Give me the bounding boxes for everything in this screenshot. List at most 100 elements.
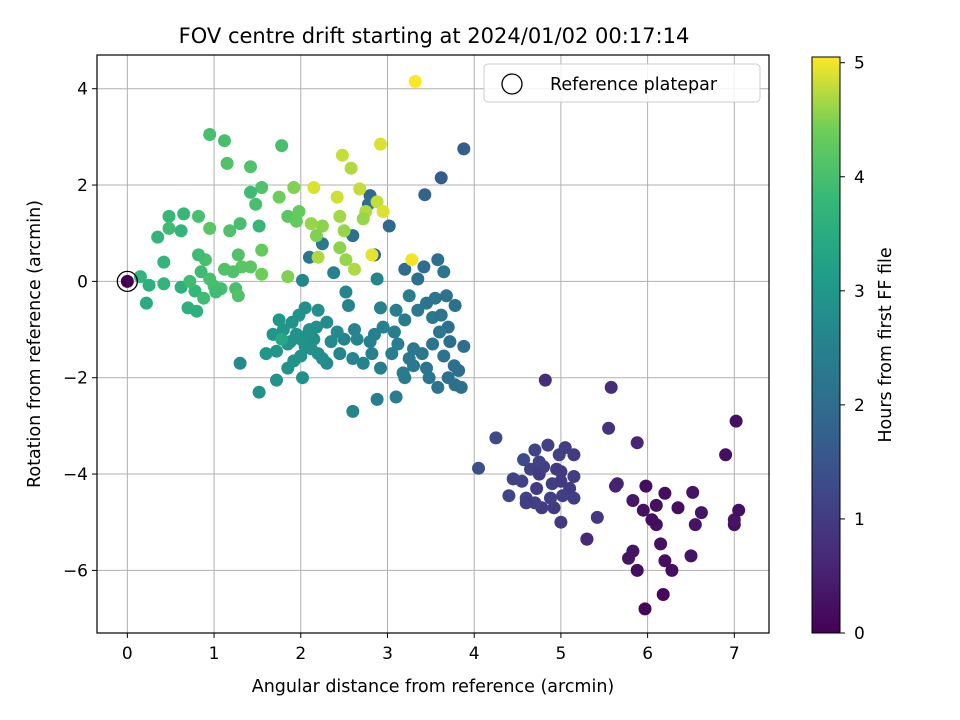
legend-entry-reference-platepar: Reference platepar (550, 75, 718, 95)
data-point (203, 128, 217, 141)
data-point (255, 243, 269, 257)
data-point (333, 347, 347, 361)
data-point (275, 332, 289, 346)
x-tick-label: 3 (382, 644, 393, 664)
data-point (289, 214, 303, 228)
data-point (333, 241, 347, 255)
data-point (630, 563, 644, 577)
data-point (434, 308, 448, 322)
data-point (610, 477, 624, 491)
data-point (311, 303, 325, 317)
data-point (209, 285, 223, 299)
data-point (255, 267, 269, 281)
colorbar-tick-label: 3 (854, 282, 865, 302)
data-point (183, 274, 197, 288)
data-point (374, 361, 387, 375)
data-point (342, 299, 355, 312)
data-point (407, 342, 420, 356)
data-point (665, 563, 679, 577)
data-point (270, 373, 283, 387)
colorbar-gradient (811, 56, 841, 634)
data-point (448, 299, 462, 312)
data-point (567, 448, 581, 462)
data-point (151, 230, 165, 244)
colorbar-tick-label: 0 (854, 624, 865, 644)
data-point (157, 255, 171, 269)
colorbar-label: Hours from first FF file (876, 247, 896, 442)
y-axis-label: Rotation from reference (arcmin) (25, 200, 45, 488)
x-tick-label: 2 (295, 644, 306, 664)
data-point (320, 315, 334, 329)
data-point (426, 337, 440, 351)
data-point (532, 455, 546, 469)
y-axis-ticks: −6 −4 −2 0 2 4 (63, 80, 97, 581)
data-point (370, 272, 384, 286)
data-point (192, 248, 205, 262)
data-point (408, 75, 422, 88)
data-point (385, 347, 399, 361)
data-point (292, 308, 306, 322)
data-point (554, 465, 568, 479)
data-point (344, 161, 358, 175)
data-point (365, 248, 379, 262)
data-point (188, 284, 202, 298)
data-point (428, 291, 442, 305)
x-tick-label: 0 (122, 644, 133, 664)
data-point (417, 260, 431, 274)
data-point (287, 354, 301, 368)
data-point (233, 356, 247, 370)
legend: Reference platepar (483, 63, 761, 103)
data-point (270, 344, 283, 358)
data-point (517, 453, 531, 467)
data-point (333, 209, 347, 223)
data-point (370, 392, 384, 406)
x-tick-label: 5 (555, 644, 566, 664)
data-point (231, 248, 245, 262)
data-point (339, 285, 353, 299)
y-tick-label: −6 (63, 561, 88, 581)
data-point (346, 352, 360, 365)
data-point (223, 224, 237, 238)
data-point (658, 486, 672, 500)
data-point (287, 181, 301, 194)
x-tick-label: 4 (469, 644, 480, 664)
data-point (353, 182, 367, 196)
y-tick-label: 4 (77, 80, 88, 100)
data-point (530, 482, 544, 495)
data-point (335, 148, 349, 162)
data-point (626, 494, 640, 507)
data-point (374, 301, 387, 315)
data-point (203, 221, 217, 235)
data-point (502, 489, 516, 503)
data-point (296, 371, 309, 385)
x-tick-label: 7 (729, 644, 740, 664)
data-point (630, 436, 644, 450)
data-point (457, 142, 471, 156)
data-point (457, 339, 471, 353)
data-point (389, 303, 403, 317)
data-point (437, 349, 451, 363)
data-point (567, 491, 581, 505)
data-point (439, 289, 453, 303)
data-point (554, 474, 568, 488)
data-point (339, 253, 353, 267)
reference-marker (116, 270, 138, 293)
data-point (402, 289, 416, 303)
data-point (330, 325, 344, 339)
data-point (272, 190, 286, 204)
data-point (382, 219, 396, 233)
data-point (162, 221, 176, 235)
data-point (604, 380, 618, 394)
data-points (133, 75, 746, 616)
data-point (418, 188, 432, 202)
data-point (309, 320, 323, 334)
colorbar-ticks: 0 1 2 3 4 5 (840, 54, 865, 644)
data-point (139, 296, 153, 310)
chart-title: FOV centre drift starting at 2024/01/02 … (179, 24, 690, 48)
data-point (398, 371, 412, 385)
data-point (304, 217, 318, 231)
data-point (346, 404, 360, 418)
data-point (645, 513, 659, 527)
data-point (686, 485, 700, 499)
data-point (233, 217, 247, 231)
